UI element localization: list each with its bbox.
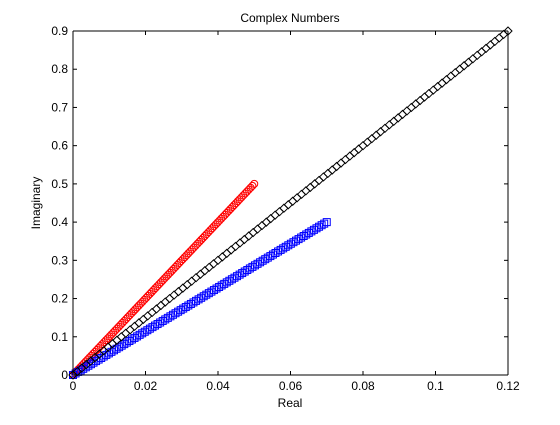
y-tick-label: 0.5 [51, 177, 68, 191]
x-tick-label: 0.08 [351, 379, 375, 393]
series-square [69, 218, 331, 379]
y-tick-label: 0.1 [51, 330, 68, 344]
y-tick-label: 0.2 [51, 292, 68, 306]
x-tick-label: 0.1 [427, 379, 444, 393]
y-tick-label: 0.9 [51, 24, 68, 38]
x-tick-label: 0.12 [496, 379, 520, 393]
series-diamond [68, 26, 513, 380]
x-tick-label: 0 [70, 379, 77, 393]
circle-marker [248, 181, 257, 190]
x-tick-label: 0.02 [134, 379, 158, 393]
y-tick-label: 0.6 [51, 139, 68, 153]
y-tick-label: 0 [61, 368, 68, 382]
axes-box [72, 30, 509, 376]
data-markers [68, 26, 513, 380]
y-tick-label: 0.3 [51, 253, 68, 267]
x-tick-label: 0.04 [206, 379, 230, 393]
y-tick-label: 0.7 [51, 100, 68, 114]
circle-marker [250, 179, 259, 188]
chart-title: Complex Numbers [240, 11, 339, 25]
y-axis-label: Imaginary [29, 177, 43, 230]
square-marker [320, 219, 329, 228]
x-tick-label: 0.06 [279, 379, 303, 393]
y-tick-label: 0.4 [51, 215, 68, 229]
axis-ticks: 0 0.02 0.04 0.06 0.08 0.1 0.12 0 0.1 0.2 0.3 0.4 0.5… [51, 24, 520, 393]
square-marker [322, 218, 331, 227]
x-axis-label: Real [278, 396, 303, 410]
y-tick-label: 0.8 [51, 62, 68, 76]
